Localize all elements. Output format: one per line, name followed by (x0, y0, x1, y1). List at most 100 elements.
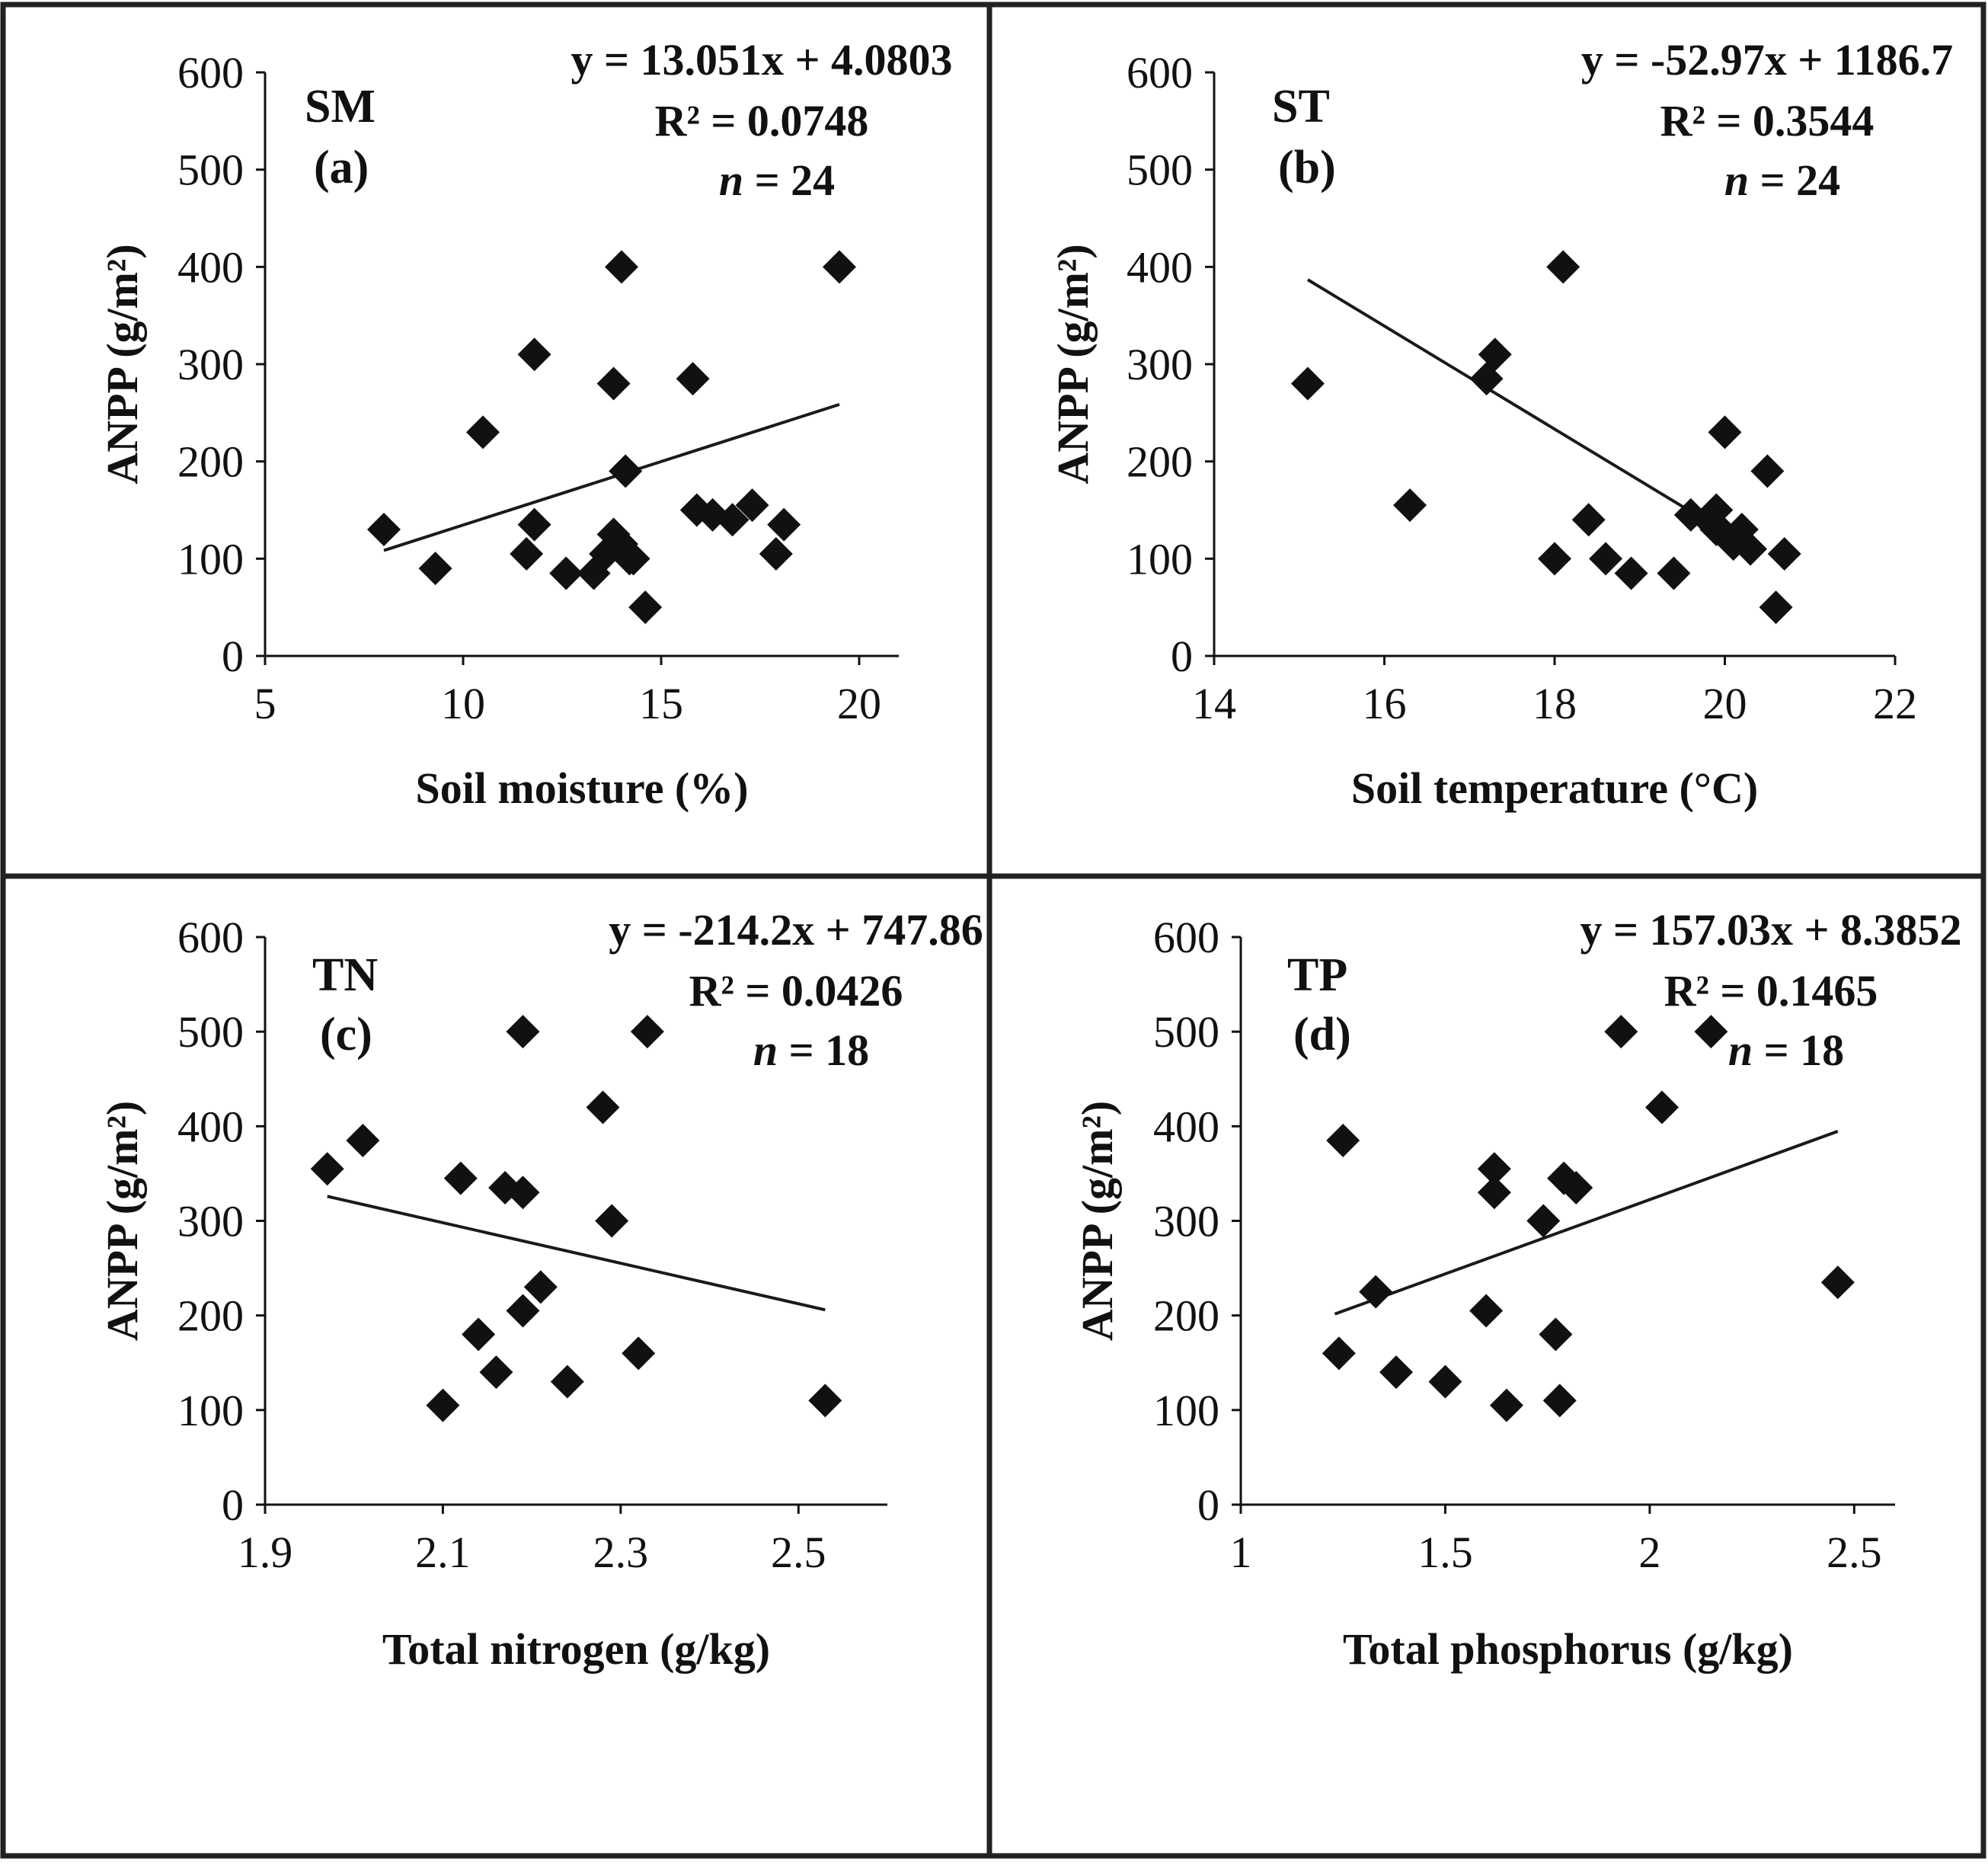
data-point (1820, 1265, 1855, 1300)
data-point (1322, 1336, 1356, 1371)
r-squared: R² = 0.0748 (655, 96, 869, 146)
data-point (622, 1336, 656, 1371)
data-point (586, 1090, 620, 1124)
data-point (418, 552, 452, 586)
data-point (1526, 1204, 1561, 1238)
x-tick-label: 20 (1703, 679, 1747, 728)
data-point (443, 1161, 478, 1195)
data-point (506, 1176, 540, 1210)
sample-size: n = 24 (1724, 155, 1840, 205)
x-tick-label: 1 (1230, 1528, 1252, 1577)
panels: 0 100 200 300 400 500 600 5 10 15 20 Soil moisture … (97, 35, 1962, 1674)
y-tick-label: 500 (177, 146, 244, 195)
x-tick-label: 10 (441, 679, 485, 728)
data-point (1767, 536, 1801, 571)
data-point (510, 536, 544, 571)
chart-panel-b: 0 100 200 300 400 500 600 14 16 18 20 22 Soil temper… (1048, 35, 1953, 813)
r-squared: R² = 0.0426 (689, 966, 903, 1016)
x-tick-label: 16 (1363, 679, 1407, 728)
data-point (676, 362, 710, 396)
y-tick-label: 400 (177, 1102, 244, 1151)
data-point (823, 250, 856, 284)
y-axis-label: ANPP (g/m²) (97, 244, 147, 484)
regression-equation: y = 157.03x + 8.3852 (1580, 905, 1961, 955)
panel-letter: (a) (314, 142, 369, 194)
data-point (1359, 1275, 1393, 1309)
y-tick-label: 400 (1153, 1102, 1219, 1151)
y-tick-label: 300 (1127, 340, 1193, 389)
y-tick-label: 100 (1127, 534, 1193, 584)
data-point (367, 513, 401, 547)
panel-code: TN (312, 949, 378, 1001)
data-point (1734, 532, 1768, 566)
sample-size-value: = 18 (1753, 1025, 1844, 1075)
data-point (1489, 1388, 1523, 1422)
data-point (596, 366, 631, 401)
data-point (310, 1152, 344, 1186)
data-point (506, 1015, 540, 1049)
x-tick-label: 22 (1873, 679, 1917, 728)
data-point (1539, 1317, 1573, 1352)
sample-size-symbol: n (1724, 155, 1749, 205)
data-point (808, 1384, 842, 1418)
x-tick-label: 18 (1533, 679, 1577, 728)
r-squared: R² = 0.1465 (1664, 966, 1878, 1016)
data-point (1546, 250, 1580, 284)
y-tick-label: 200 (177, 437, 244, 487)
x-tick-label: 2.5 (1827, 1528, 1882, 1577)
x-tick-label: 2 (1638, 1528, 1660, 1577)
data-point (517, 507, 551, 542)
data-point (595, 1204, 629, 1238)
panel-code: SM (305, 81, 376, 133)
data-point (523, 1270, 558, 1304)
x-axis-label: Total nitrogen (g/kg) (382, 1624, 770, 1674)
data-point (462, 1317, 496, 1352)
x-tick-label: 2.3 (593, 1528, 649, 1577)
data-point (605, 250, 638, 284)
data-point (1542, 1384, 1577, 1418)
data-point (715, 503, 749, 537)
chart-panel-a: 0 100 200 300 400 500 600 5 10 15 20 Soil moisture … (97, 35, 953, 813)
x-tick-label: 5 (254, 679, 276, 728)
data-point (479, 1355, 513, 1390)
regression-equation: y = 13.051x + 4.0803 (571, 35, 952, 85)
y-tick-label: 400 (177, 242, 244, 292)
x-tick-label: 1.9 (238, 1528, 293, 1577)
panel-code: ST (1272, 81, 1330, 133)
x-tick-label: 2.1 (415, 1528, 471, 1577)
sample-size: n = 24 (719, 155, 835, 205)
y-axis-label: ANPP (g/m²) (1048, 244, 1098, 484)
data-point (1604, 1015, 1638, 1049)
sample-size-value: = 24 (1749, 155, 1840, 205)
y-tick-label: 0 (222, 1480, 244, 1530)
y-tick-label: 600 (177, 48, 244, 98)
data-point (1750, 454, 1785, 488)
data-point (466, 415, 500, 449)
r-squared: R² = 0.3544 (1660, 96, 1875, 146)
trendline (383, 402, 840, 552)
data-point (517, 337, 551, 372)
y-tick-label: 300 (177, 1197, 244, 1246)
data-point (1326, 1123, 1360, 1157)
data-point (1657, 556, 1691, 590)
data-point (1708, 415, 1742, 449)
data-point (735, 488, 769, 523)
data-point (1759, 590, 1793, 625)
x-tick-label: 1.5 (1417, 1528, 1473, 1577)
x-tick-label: 15 (639, 679, 683, 728)
sample-size-value: = 18 (778, 1025, 869, 1075)
x-axis-label: Soil moisture (%) (415, 763, 748, 813)
y-axis-label: ANPP (g/m²) (1072, 1101, 1122, 1341)
trendline (1306, 278, 1692, 513)
y-tick-label: 500 (1127, 146, 1193, 195)
y-tick-label: 500 (177, 1007, 244, 1057)
y-tick-label: 100 (177, 1386, 244, 1435)
data-point (759, 536, 793, 571)
data-point (1379, 1355, 1414, 1390)
x-axis-label: Soil temperature (°C) (1351, 763, 1758, 813)
panel-letter: (c) (320, 1009, 372, 1060)
data-point (616, 542, 650, 576)
